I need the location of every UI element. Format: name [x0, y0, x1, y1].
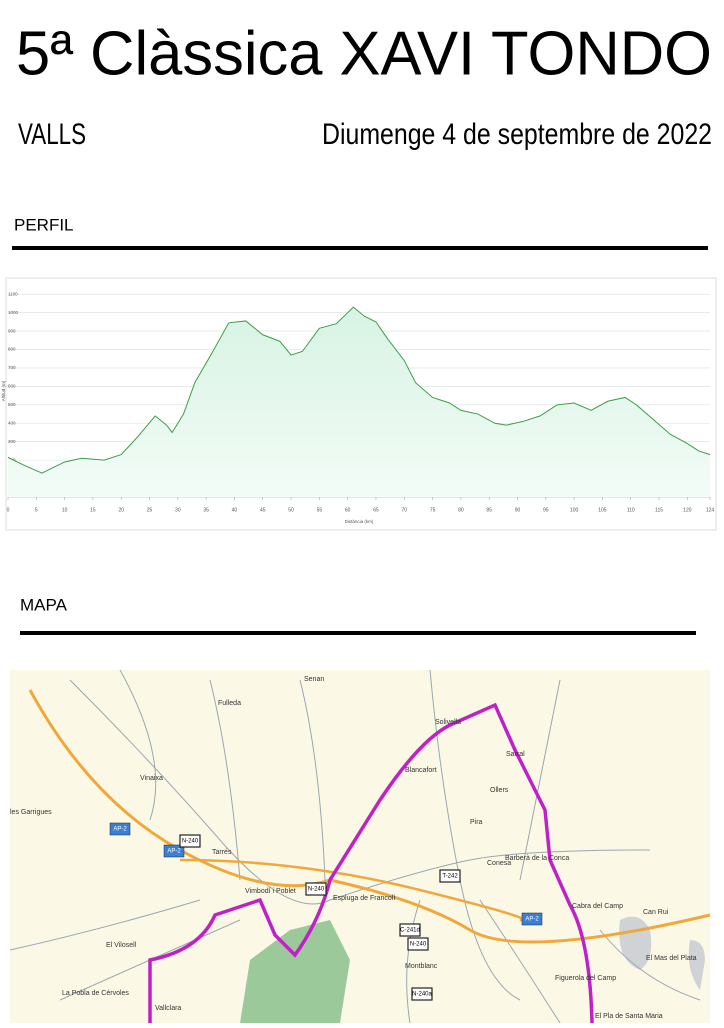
x-tick-label: 30 — [175, 507, 181, 513]
road-shield — [399, 923, 421, 937]
section-title: PERFIL — [14, 215, 74, 234]
x-tick-label: 50 — [288, 507, 294, 513]
x-tick-label: 85 — [486, 507, 492, 513]
place-label: Can Rui — [643, 909, 669, 916]
x-tick-label: 95 — [543, 507, 549, 513]
x-tick-label: 55 — [317, 507, 323, 513]
area — [619, 916, 705, 990]
area — [8, 307, 710, 497]
y-tick-label: 900 — [8, 328, 16, 333]
y-tick-label: 500 — [8, 402, 16, 407]
x-tick-label: 90 — [515, 507, 521, 513]
place-label: Vinaixa — [140, 775, 163, 782]
x-tick-label: 105 — [598, 507, 607, 513]
y-tick-label: 1100 — [8, 291, 18, 296]
place-label: Senan — [304, 676, 324, 683]
rule — [12, 246, 708, 250]
place-label: Blancafort — [405, 767, 437, 774]
x-tick-label: 15 — [90, 507, 96, 513]
place-label: Solivella — [435, 719, 461, 726]
x-tick-label: 124 — [706, 507, 715, 513]
road-shield — [439, 869, 461, 883]
road-label: C-241d — [400, 928, 420, 934]
place-label: Espluga de Francolí — [333, 895, 395, 902]
place-label: Pira — [470, 819, 483, 826]
place-label: Barberà de la Conca — [505, 855, 569, 862]
road-label: N-240 — [308, 887, 325, 893]
map-background — [10, 670, 710, 1023]
road-label: N-240 — [410, 942, 427, 948]
rule — [20, 631, 696, 635]
road-shield — [305, 882, 327, 896]
y-tick-label: 600 — [8, 384, 16, 389]
place-label: Vimbodí i Poblet — [245, 888, 296, 895]
map: Senan Fulleda Solivella Blancafort Sarral Oll… — [9, 669, 711, 1024]
place-label: Fulleda — [218, 700, 241, 707]
profile-chart: 1002003004005006007008009001000110005101… — [1, 291, 714, 524]
place-label: les Garrigues — [10, 809, 52, 816]
x-tick-label: 100 — [570, 507, 579, 513]
road-label: T-242 — [442, 874, 458, 880]
line — [7, 306, 711, 474]
road-label: AP-2 — [113, 827, 127, 833]
x-tick-label: 40 — [232, 507, 238, 513]
x-tick-label: 25 — [147, 507, 153, 513]
y-tick-label: 1000 — [8, 310, 19, 315]
place-label: Montblanc — [405, 963, 438, 970]
x-tick-label: 35 — [203, 507, 209, 513]
x-tick-label: 5 — [35, 507, 38, 513]
x-tick-label: 60 — [345, 507, 351, 513]
place-label: El Mas del Plata — [646, 955, 697, 962]
x-tick-label: 115 — [655, 507, 663, 513]
road-shield — [109, 822, 131, 836]
title: 5ª Clàssica XAVI TONDO — [16, 19, 712, 88]
place-label: Figuerola del Camp — [555, 975, 616, 982]
y-axis-label: Altitud (m) — [1, 380, 6, 401]
place-label: El Pla de Santa Maria — [595, 1013, 663, 1020]
section-title: MAPA — [20, 595, 68, 614]
place-label: El Vilosell — [106, 942, 137, 949]
place-label: Cabra del Camp — [572, 903, 623, 910]
road — [179, 858, 525, 922]
x-tick-label: 0 — [7, 507, 10, 513]
x-tick-label: 70 — [402, 507, 408, 513]
place: VALLS — [18, 118, 86, 151]
road-label: N-240 — [182, 839, 199, 845]
road-shield — [407, 937, 429, 951]
place-label: Tarrés — [212, 849, 232, 856]
x-tick-label: 45 — [260, 507, 266, 513]
place-label: Vallclara — [155, 1005, 181, 1012]
y-tick-label: 800 — [8, 347, 16, 352]
place-label: Ollers — [490, 787, 509, 794]
y-tick-label: 700 — [8, 365, 16, 370]
place-label: Sarral — [506, 751, 525, 758]
road-label: N-240a — [412, 992, 432, 998]
x-tick-label: 110 — [627, 507, 635, 513]
road-shield — [179, 834, 201, 848]
road-label: AP-2 — [525, 917, 539, 923]
x-tick-label: 10 — [62, 507, 68, 513]
x-tick-label: 80 — [458, 507, 464, 513]
date: Diumenge 4 de septembre de 2022 — [322, 118, 712, 151]
forest — [240, 920, 350, 1023]
y-tick-label: 400 — [8, 420, 16, 425]
road-shield — [163, 844, 185, 858]
x-axis-label: Distància (km) — [345, 519, 374, 524]
place-label: La Pobla de Cérvoles — [62, 990, 129, 997]
x-tick-label: 65 — [373, 507, 379, 513]
route — [148, 702, 594, 1024]
y-tick-label: 300 — [8, 439, 16, 444]
x-tick-label: 20 — [118, 507, 124, 513]
road-label: AP-2 — [167, 849, 181, 855]
x-tick-label: 120 — [683, 507, 692, 513]
x-tick-label: 75 — [430, 507, 436, 513]
road-shield — [521, 912, 543, 926]
place-label: Conesa — [487, 860, 511, 867]
road-shield — [411, 987, 433, 1001]
